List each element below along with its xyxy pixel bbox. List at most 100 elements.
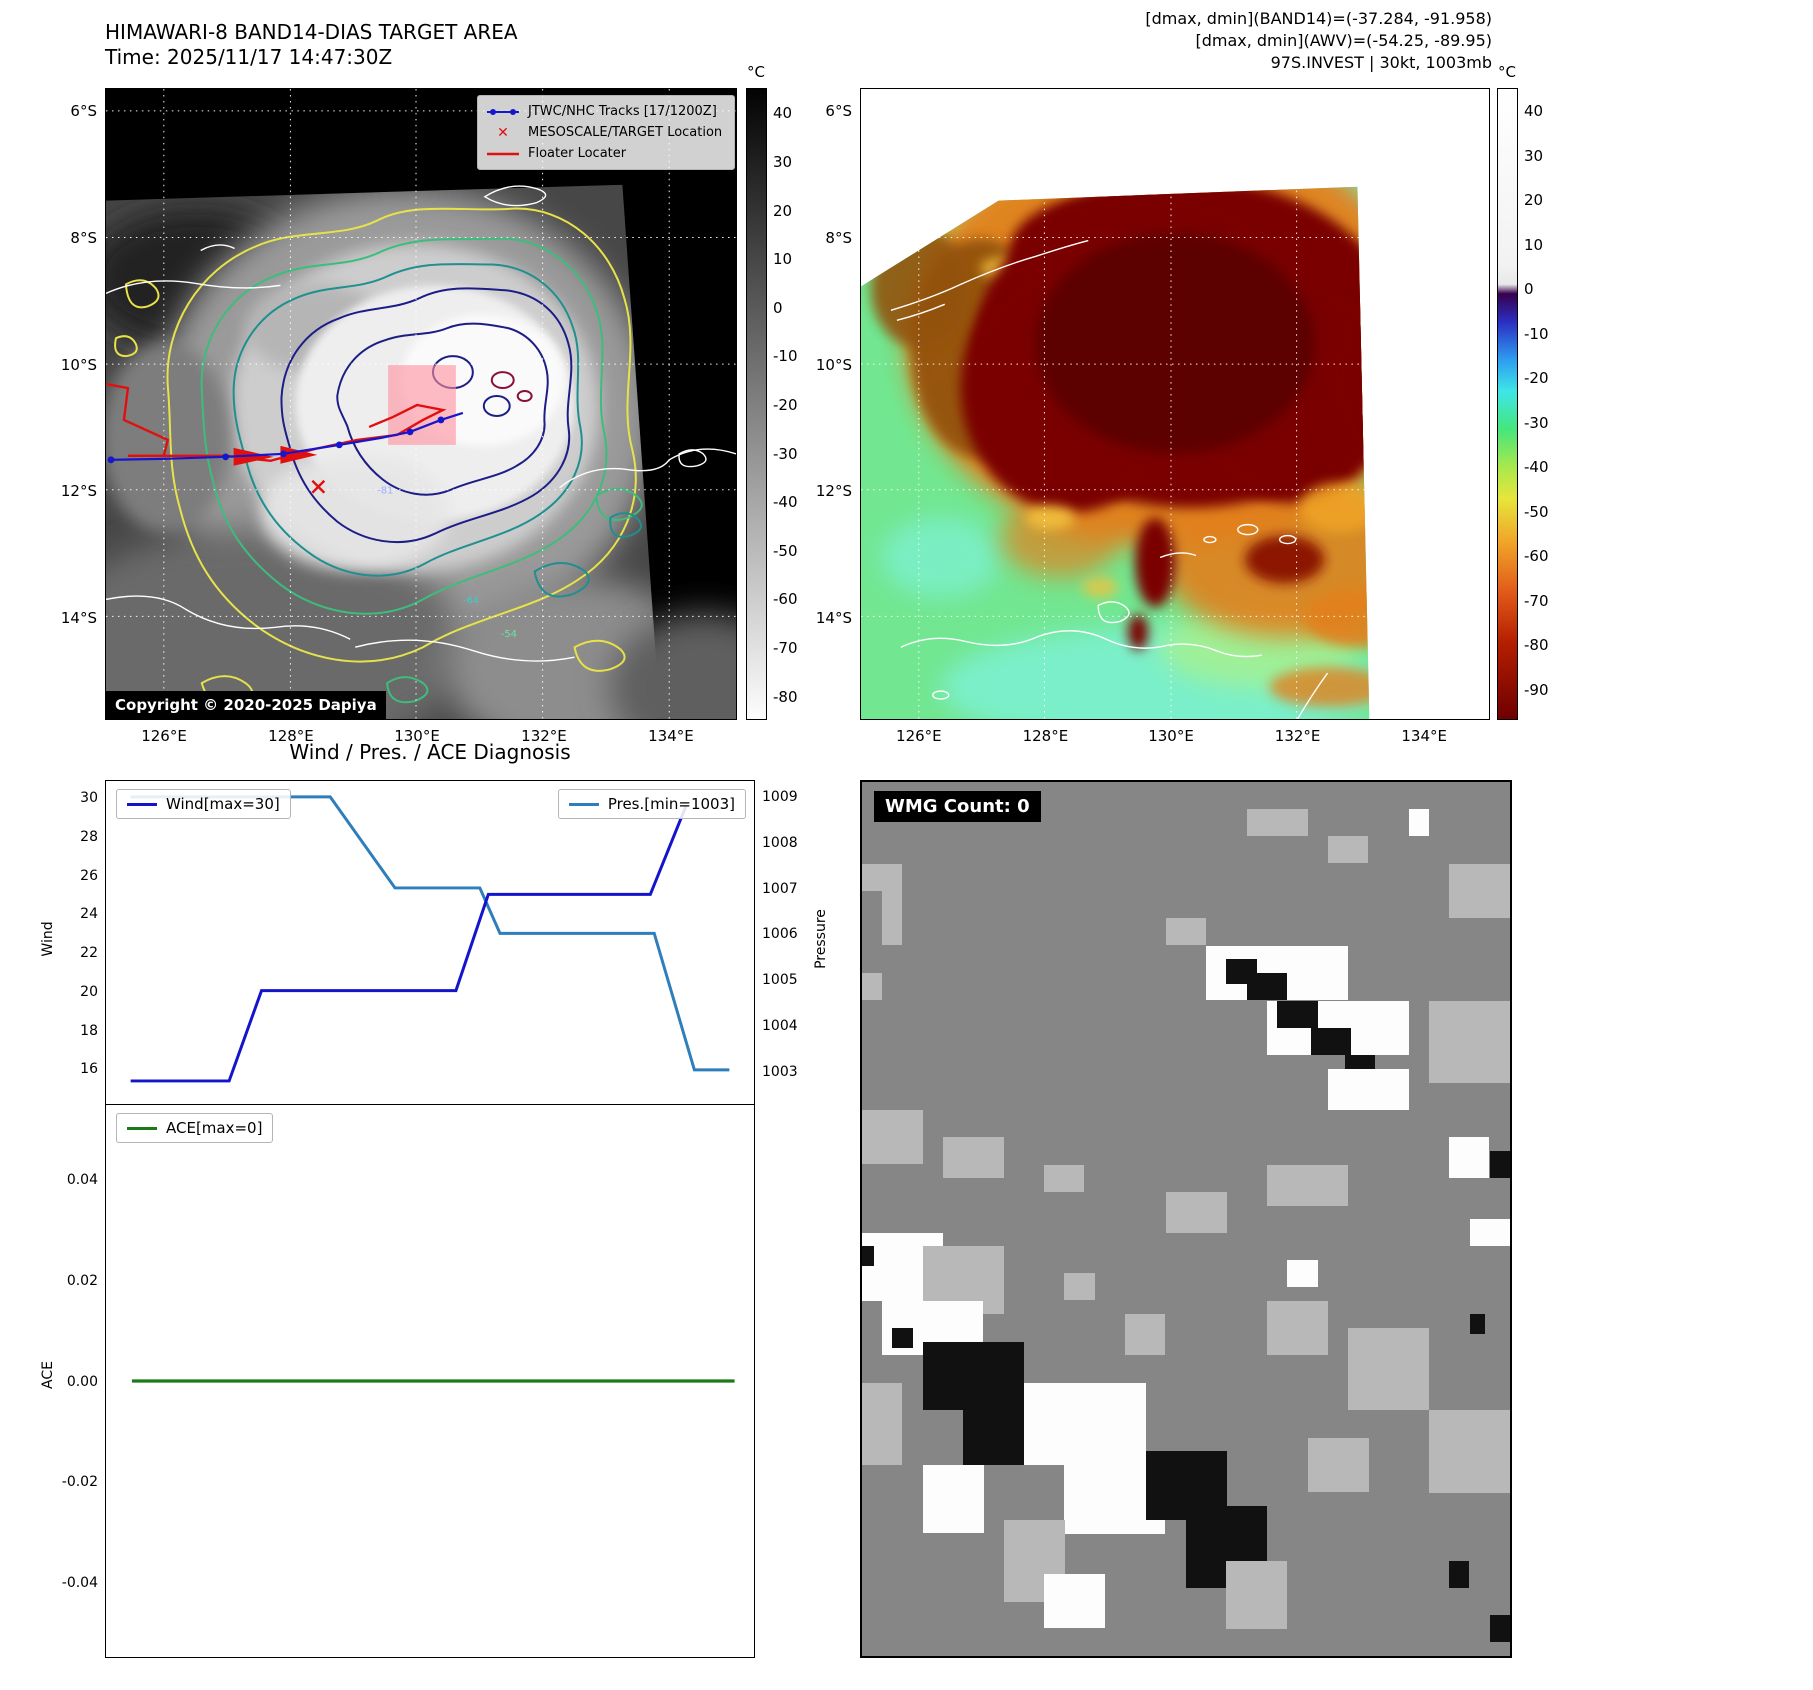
wmg-mask-block	[1449, 1560, 1470, 1588]
colorbar-tick-label: 20	[1524, 191, 1544, 210]
band14-colorbar: °C 40 30 20 10 0 -10 -20 -30 -40 -50 -60 -70 -80	[746, 63, 798, 720]
wind-tick-label: 18	[80, 1022, 98, 1039]
pressure-tick-label: 1005	[762, 972, 798, 989]
pressure-legend: Pres.[min=1003]	[557, 789, 746, 819]
wind-tick-label: 20	[80, 983, 98, 1000]
wmg-mask-block	[1125, 1314, 1166, 1356]
colorbar-tick-label: -50	[1524, 502, 1549, 521]
wind-axis-label: Wind	[40, 921, 56, 957]
awv-header-line2: [dmax, dmin](AWV)=(-54.25, -89.95)	[1195, 31, 1492, 50]
legend-mesoscale-label: MESOSCALE/TARGET Location	[528, 125, 723, 140]
wmg-mask-block	[1489, 1614, 1510, 1643]
mesoscale-x-marker	[311, 479, 326, 494]
lon-tick-label: 132°E	[521, 727, 567, 745]
colorbar-tick-label: -50	[773, 541, 798, 560]
colorbar-tick-label: -80	[773, 687, 798, 706]
colorbar-tick-label: -40	[1524, 458, 1549, 477]
wmg-mask-block	[1469, 1219, 1510, 1247]
colorbar-tick-label: -60	[773, 590, 798, 609]
wmg-mask-block	[1307, 1437, 1369, 1492]
wmg-mask-block	[1469, 1314, 1485, 1335]
ace-line-svg	[131, 1379, 735, 1383]
wmg-mask-block	[1327, 836, 1369, 864]
pressure-line-sample-icon	[568, 802, 599, 806]
colorbar-tick-label: -30	[773, 444, 798, 463]
colorbar-tick-label: -30	[1524, 413, 1549, 432]
band14-map-art: -81 -64 -54	[106, 89, 736, 719]
wmg-mask-block	[1044, 1573, 1105, 1629]
lon-tick-label: 134°E	[1401, 727, 1447, 745]
lon-tick-label: 134°E	[648, 727, 694, 745]
wmg-mask-block	[862, 1109, 923, 1164]
diagnosis-panel: Wind[max=30] Pres.[min=1003] Wind Pressu…	[40, 780, 829, 1658]
pressure-tick-label: 1006	[762, 926, 798, 943]
wind-line	[130, 805, 688, 1083]
legend-row-jtwc-track: JTWC/NHC Tracks [17/1200Z]	[486, 101, 726, 122]
wmg-mask-block	[1348, 1328, 1429, 1411]
wmg-mask-block	[1277, 1000, 1318, 1028]
awv-color-imagery	[861, 186, 1370, 719]
x-marker-icon: ✕	[497, 124, 509, 141]
wind-legend: Wind[max=30]	[116, 789, 291, 819]
ace-tick-label: 0.02	[66, 1272, 98, 1289]
ace-plot: ACE[max=0] ACE -0.04 -0.02 0.00 0.02 0.04	[40, 1105, 755, 1658]
wind-legend-label: Wind[max=30]	[166, 795, 280, 813]
ace-tick-label: 0.00	[66, 1373, 98, 1390]
ace-axis-label: ACE	[40, 1361, 56, 1389]
colorbar-tick-label: -60	[1524, 547, 1549, 566]
lat-tick-label: 6°S	[70, 101, 97, 120]
band14-map: -81 -64 -54 JTWC/NHC Tracks [17/1200Z] ✕…	[61, 88, 737, 745]
legend-row-floater: Floater Locater	[486, 143, 726, 164]
wind-tick-label: 16	[80, 1061, 98, 1078]
wmg-mask-block	[1044, 1164, 1085, 1192]
colorbar-tick-label: -70	[1524, 591, 1549, 610]
wmg-mask-block	[1246, 809, 1308, 837]
wmg-count-label: WMG Count: 0	[874, 791, 1041, 822]
awv-header: [dmax, dmin](BAND14)=(-37.284, -91.958) …	[1145, 8, 1492, 74]
wmg-mask-block	[1246, 973, 1288, 1001]
wind-pressure-plot: Wind[max=30] Pres.[min=1003] Wind Pressu…	[40, 780, 829, 1105]
band14-colorbar-unit: °C	[747, 63, 765, 81]
wmg-mask-block	[1311, 1027, 1352, 1055]
wmg-mask-block	[1064, 1273, 1095, 1301]
ace-legend-label: ACE[max=0]	[166, 1119, 263, 1137]
coastlines	[890, 239, 1329, 719]
pressure-legend-label: Pres.[min=1003]	[607, 795, 735, 813]
wmg-panel: WMG Count: 0	[860, 780, 1512, 1658]
pressure-tick-label: 1003	[762, 1063, 798, 1080]
wmg-mask-block	[862, 1383, 903, 1466]
wmg-mask-block	[1165, 1191, 1227, 1233]
colorbar-tick-label: 0	[1524, 280, 1534, 299]
diagnosis-title: Wind / Pres. / ACE Diagnosis	[289, 740, 571, 764]
awv-map: 6°S 8°S 10°S 12°S 14°S 126°E 128°E 130°E 132°E 13…	[816, 88, 1490, 745]
lat-tick-label: 12°S	[815, 482, 852, 500]
awv-colorbar-unit: °C	[1498, 63, 1516, 81]
wmg-mask-block	[862, 1246, 874, 1267]
lat-tick-label: 6°S	[825, 101, 852, 120]
ace-tick-label: 0.04	[66, 1172, 98, 1189]
colorbar-tick-label: -80	[1524, 636, 1549, 655]
pressure-tick-label: 1008	[762, 834, 798, 851]
pressure-tick-label: 1004	[762, 1017, 798, 1034]
wmg-mask-block	[892, 1328, 913, 1349]
wmg-mask-block	[1489, 1150, 1510, 1178]
awv-header-line3: 97S.INVEST | 30kt, 1003mb	[1270, 53, 1492, 72]
legend-jtwc-label: JTWC/NHC Tracks [17/1200Z]	[528, 104, 717, 119]
colorbar-tick-label: 40	[1524, 102, 1544, 121]
ace-tick-label: -0.02	[61, 1474, 98, 1491]
lat-tick-label: 10°S	[815, 355, 852, 374]
lon-tick-label: 126°E	[896, 727, 942, 745]
wind-pressure-lines	[130, 795, 730, 1083]
wmg-mask-block	[1226, 1560, 1288, 1629]
band14-map-legend: JTWC/NHC Tracks [17/1200Z] ✕ MESOSCALE/T…	[477, 95, 735, 170]
colorbar-tick-label: 0	[773, 298, 783, 317]
wmg-mask-block	[882, 891, 903, 946]
wmg-mask-block	[943, 1136, 1004, 1178]
colorbar-tick-label: 40	[773, 104, 793, 123]
wmg-mask-block	[1267, 1301, 1328, 1356]
lat-tick-label: 14°S	[815, 608, 852, 627]
colorbar-tick-label: -20	[1524, 369, 1549, 388]
wmg-mask-block	[1429, 1000, 1510, 1083]
lon-tick-label: 130°E	[1148, 727, 1194, 745]
colorbar-tick-label: -10	[1524, 324, 1549, 343]
